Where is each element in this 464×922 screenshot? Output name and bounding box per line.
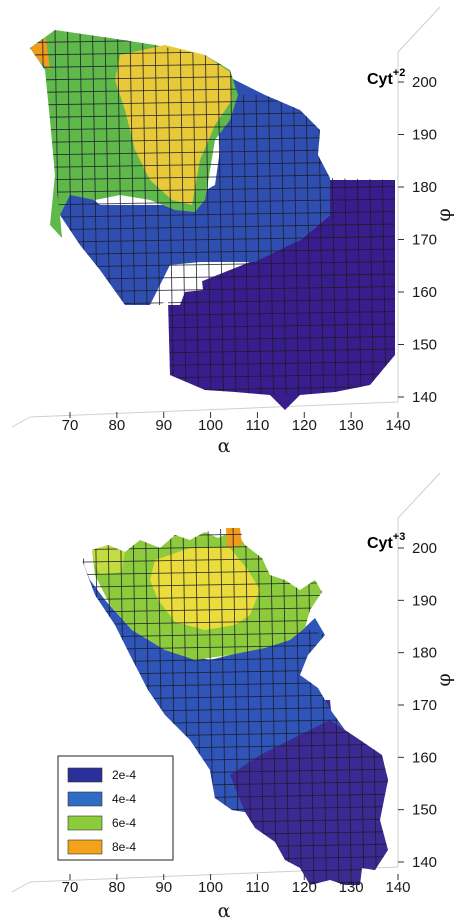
x-tick-label: 100	[198, 417, 223, 434]
y-tick-label: 140	[412, 854, 437, 871]
x-tick-label: 110	[245, 879, 269, 896]
x-tick-label: 100	[198, 879, 223, 896]
y-tick-label: 190	[412, 127, 437, 144]
panel-cyt2-title-text: Cyt	[367, 71, 393, 88]
surface-region-level-2	[82, 560, 345, 812]
y-tick-label: 180	[412, 645, 437, 662]
y-tick-label: 180	[412, 179, 437, 196]
panel-cyt2-x-ticks: 70 80 90 100 110 120 130 140	[62, 412, 411, 434]
y-tick-label: 160	[412, 284, 437, 301]
panel-cyt3-title: Cyt+3	[367, 531, 405, 552]
mesh-line	[167, 30, 174, 396]
mesh-line	[229, 30, 237, 396]
panel-cyt2-xlabel: α	[218, 435, 231, 457]
x-tick-label: 90	[155, 879, 172, 896]
x-tick-label: 130	[339, 879, 364, 896]
panel-cyt3-ylabel: φ	[433, 673, 455, 686]
x-tick-label: 120	[292, 879, 317, 896]
mesh-line	[58, 519, 398, 525]
panel-cyt3-title-text: Cyt	[367, 535, 393, 552]
y-tick-label: 150	[412, 337, 437, 354]
mesh-line	[30, 236, 395, 243]
x-tick-label: 140	[385, 879, 410, 896]
mesh-line	[217, 30, 224, 396]
panel-cyt2-frame	[11, 6, 441, 428]
axis-line-depth	[397, 472, 441, 519]
axis-line-depth	[11, 881, 31, 893]
y-tick-label: 200	[412, 74, 437, 91]
panel-cyt3-xlabel: α	[218, 900, 231, 922]
y-tick-label: 150	[412, 802, 437, 819]
mesh-line	[30, 198, 395, 206]
x-tick-label: 70	[62, 417, 79, 434]
axis-line-depth	[397, 6, 441, 53]
legend-label: 4e-4	[112, 792, 136, 806]
panel-cyt2-title: Cyt+2	[367, 67, 405, 88]
mesh-line	[270, 528, 277, 885]
mesh-line	[179, 30, 187, 396]
mesh-line	[30, 30, 37, 396]
surface-region-level-4	[115, 45, 232, 205]
mesh-line	[30, 248, 395, 256]
panel-cyt2: 200 190 180 170 160 150 140 70 80 90 100 110 120 130…	[11, 6, 455, 457]
mesh-line	[257, 528, 265, 885]
legend-label: 2e-4	[112, 768, 136, 782]
panel-cyt3-x-ticks: 70 80 90 100 110 120 130 140	[62, 874, 411, 896]
axis-line-bottom	[29, 401, 399, 418]
x-tick-label: 80	[109, 879, 126, 896]
y-tick-label: 160	[412, 749, 437, 766]
legend-swatch	[67, 815, 103, 831]
mesh-line	[192, 30, 199, 396]
legend-label: 8e-4	[112, 840, 136, 854]
mesh-line	[307, 528, 315, 885]
legend: 2e-4 4e-4 6e-4 8e-4	[57, 755, 174, 861]
y-tick-label: 170	[412, 232, 437, 249]
x-tick-label: 90	[155, 417, 172, 434]
legend-swatch	[67, 839, 103, 855]
surface-peak	[226, 528, 242, 548]
x-tick-label: 80	[109, 417, 126, 434]
mesh-line	[282, 528, 290, 885]
x-tick-label: 130	[339, 417, 364, 434]
axis-line-depth	[11, 416, 31, 428]
mesh-line	[30, 211, 395, 218]
legend-swatch	[67, 767, 103, 783]
mesh-line	[30, 186, 395, 193]
mesh-line	[204, 30, 212, 396]
panel-cyt2-surface	[30, 30, 395, 410]
y-tick-label: 190	[412, 592, 437, 609]
surface-region-level-2	[55, 70, 330, 305]
mesh-line	[30, 223, 395, 231]
x-tick-label: 70	[62, 879, 79, 896]
panel-cyt2-ylabel: φ	[433, 208, 455, 221]
panel-cyt3-title-superscript: +3	[393, 531, 406, 543]
x-tick-label: 120	[292, 417, 317, 434]
legend-items: 2e-4 4e-4 6e-4 8e-4	[67, 767, 136, 855]
y-tick-label: 170	[412, 697, 437, 714]
y-tick-label: 200	[412, 540, 437, 557]
legend-label: 6e-4	[112, 816, 136, 830]
x-tick-label: 140	[385, 417, 410, 434]
x-tick-label: 110	[245, 417, 269, 434]
surface-peak	[30, 38, 50, 70]
panel-cyt2-title-superscript: +2	[393, 67, 406, 79]
surface-notch	[160, 262, 203, 305]
panel-cyt3: 200 190 180 170 160 150 140 70 80 90 100 110 120 130…	[11, 472, 455, 922]
legend-swatch	[67, 791, 103, 807]
mesh-line	[30, 30, 395, 31]
panel-cyt2-y-ticks: 200 190 180 170 160 150 140	[398, 74, 437, 406]
panel-cyt3-y-ticks: 200 190 180 170 160 150 140	[398, 540, 437, 871]
y-tick-label: 140	[412, 389, 437, 406]
